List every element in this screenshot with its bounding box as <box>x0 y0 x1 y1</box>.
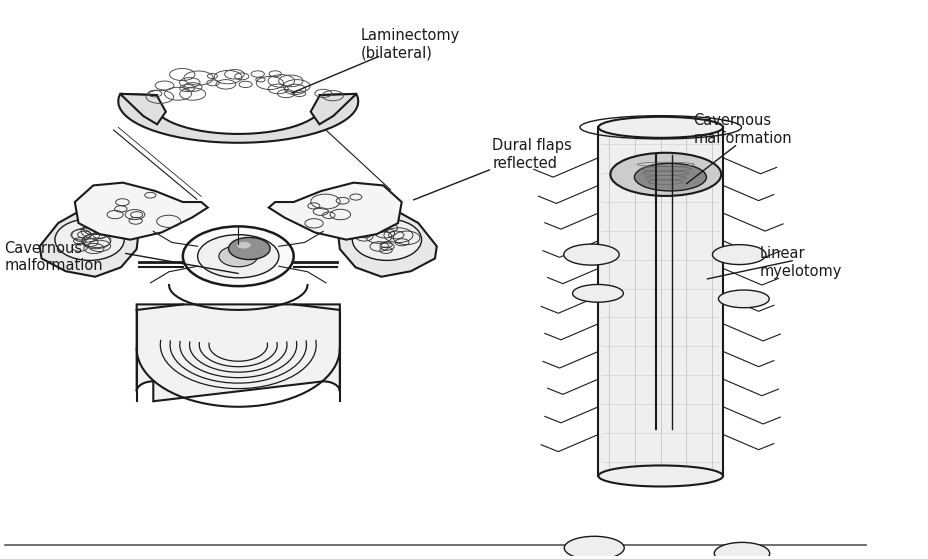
Text: Cavernous
malformation: Cavernous malformation <box>693 113 792 146</box>
Polygon shape <box>40 201 139 277</box>
Ellipse shape <box>717 290 768 307</box>
Ellipse shape <box>352 219 421 260</box>
Ellipse shape <box>237 242 251 249</box>
Ellipse shape <box>572 285 623 302</box>
Ellipse shape <box>714 542 769 559</box>
Polygon shape <box>118 94 358 143</box>
Polygon shape <box>136 305 340 401</box>
Ellipse shape <box>563 536 624 559</box>
Ellipse shape <box>563 244 618 265</box>
Ellipse shape <box>610 153 720 196</box>
Text: Cavernous
malformation: Cavernous malformation <box>5 241 103 273</box>
Ellipse shape <box>219 246 257 267</box>
Text: Dural flaps
reflected: Dural flaps reflected <box>492 139 572 170</box>
Ellipse shape <box>228 238 270 259</box>
Polygon shape <box>337 201 436 277</box>
Polygon shape <box>120 94 166 124</box>
Polygon shape <box>310 94 356 124</box>
Polygon shape <box>75 183 208 240</box>
Text: Linear
myelotomy: Linear myelotomy <box>759 247 842 279</box>
Ellipse shape <box>198 235 278 278</box>
Ellipse shape <box>183 226 293 286</box>
Ellipse shape <box>712 245 766 264</box>
Ellipse shape <box>55 219 124 260</box>
Polygon shape <box>268 183 401 240</box>
Text: Laminectomy
(bilateral): Laminectomy (bilateral) <box>361 28 460 60</box>
Ellipse shape <box>598 466 722 486</box>
Ellipse shape <box>634 163 705 191</box>
Polygon shape <box>598 127 722 476</box>
Ellipse shape <box>598 117 722 138</box>
